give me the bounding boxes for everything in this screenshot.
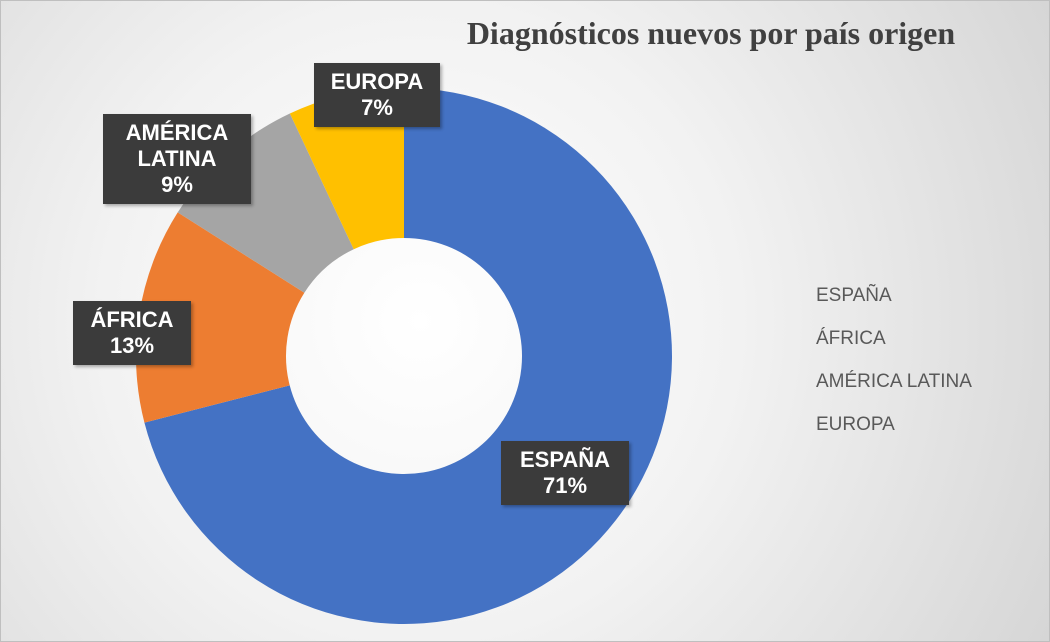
data-label: ESPAÑA 71% — [501, 441, 629, 505]
donut-slice — [289, 88, 404, 250]
data-label-value: 13% — [109, 333, 155, 358]
legend-label: ÁFRICA — [816, 328, 886, 349]
data-label-category: ESPAÑA — [519, 447, 611, 472]
legend-label: EUROPA — [816, 414, 895, 435]
data-label-value: 9% — [161, 172, 193, 197]
data-label-value: 7% — [361, 95, 393, 120]
data-label-category: ÁFRICA — [90, 307, 174, 332]
legend-item: AMÉRICA LATINA — [816, 371, 972, 393]
donut-slice — [177, 113, 354, 293]
legend-label: AMÉRICA LATINA — [816, 371, 972, 392]
data-label: ÁFRICA 13% — [73, 301, 191, 365]
chart-title: Diagnósticos nuevos por país origen — [466, 15, 956, 51]
data-label: AMÉRICA LATINA 9% — [103, 114, 251, 204]
donut-slice — [135, 212, 305, 423]
data-label-category: AMÉRICA LATINA — [125, 120, 229, 171]
legend-item: EUROPA — [816, 414, 895, 436]
legend-item: ESPAÑA — [816, 285, 892, 307]
data-label: EUROPA 7% — [314, 63, 440, 127]
legend-item: ÁFRICA — [816, 328, 886, 350]
legend-label: ESPAÑA — [816, 285, 892, 306]
data-label-value: 71% — [542, 473, 588, 498]
data-label-category: EUROPA — [330, 69, 424, 94]
